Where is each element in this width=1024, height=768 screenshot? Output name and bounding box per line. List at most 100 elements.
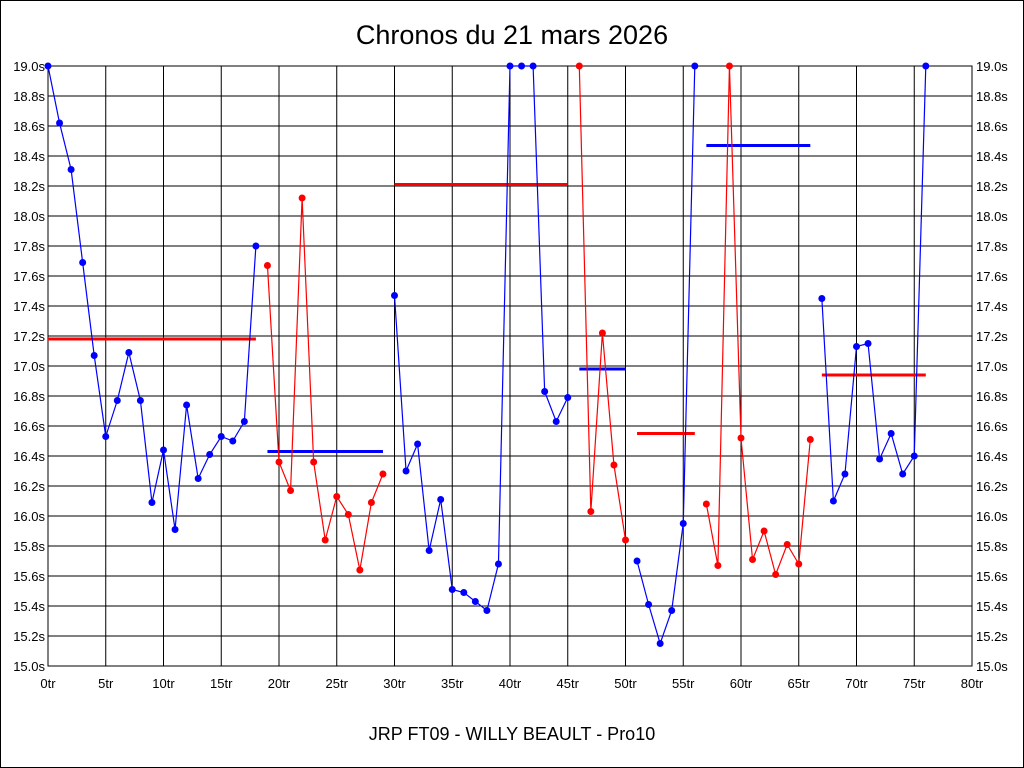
data-point — [263, 262, 271, 269]
data-point — [714, 562, 722, 569]
y-tick-label-right: 16.4s — [976, 449, 1008, 464]
data-point — [494, 560, 502, 568]
data-point — [448, 586, 456, 593]
y-tick-label-right: 19.0s — [976, 59, 1008, 74]
x-tick-label: 10tr — [152, 676, 175, 691]
y-tick-label-left: 18.0s — [13, 209, 45, 224]
data-point — [841, 470, 849, 478]
data-point — [321, 536, 329, 544]
data-point — [471, 598, 479, 605]
y-tick-label-right: 18.0s — [976, 209, 1008, 224]
data-point — [668, 607, 676, 614]
y-tick-label-left: 16.4s — [13, 449, 45, 464]
data-point — [79, 259, 87, 266]
data-point — [367, 499, 375, 506]
data-point — [702, 500, 710, 508]
data-point — [691, 62, 699, 70]
series-line-session-3 — [393, 65, 569, 612]
y-tick-label-right: 16.8s — [976, 389, 1008, 404]
data-point — [356, 566, 364, 574]
x-tick-label: 5tr — [98, 676, 114, 691]
x-tick-label: 0tr — [40, 676, 56, 691]
data-point — [899, 470, 907, 478]
data-point — [310, 458, 318, 466]
data-point — [749, 556, 757, 563]
data-point — [806, 436, 814, 443]
data-point — [725, 62, 733, 70]
y-tick-label-right: 17.2s — [976, 329, 1008, 344]
x-tick-label: 30tr — [383, 676, 406, 691]
y-tick-label-right: 16.0s — [976, 509, 1008, 524]
data-point — [529, 62, 537, 70]
y-tick-label-left: 16.8s — [13, 389, 45, 404]
y-tick-label-left: 17.0s — [13, 359, 45, 374]
y-tick-label-right: 16.2s — [976, 479, 1008, 494]
data-point — [344, 511, 352, 518]
y-tick-label-right: 18.4s — [976, 149, 1008, 164]
data-point — [610, 461, 618, 469]
data-point — [876, 455, 884, 463]
y-tick-label-left: 16.6s — [13, 419, 45, 434]
y-tick-label-left: 16.0s — [13, 509, 45, 524]
data-point — [240, 418, 248, 425]
data-point — [460, 589, 468, 596]
data-point — [67, 166, 75, 173]
y-tick-label-left: 15.4s — [13, 599, 45, 614]
data-point — [887, 430, 895, 437]
chart-title: Chronos du 21 mars 2026 — [356, 20, 668, 50]
y-tick-label-left: 18.6s — [13, 119, 45, 134]
data-point — [287, 487, 295, 494]
series-line-session-6 — [705, 65, 811, 577]
y-tick-label-left: 15.2s — [13, 629, 45, 644]
data-point — [483, 607, 491, 614]
data-point — [818, 295, 826, 302]
y-tick-label-right: 17.6s — [976, 269, 1008, 284]
data-point — [437, 496, 445, 503]
y-tick-label-right: 17.0s — [976, 359, 1008, 374]
y-tick-label-left: 17.4s — [13, 299, 45, 314]
y-tick-label-left: 18.4s — [13, 149, 45, 164]
x-tick-label: 25tr — [326, 676, 349, 691]
x-tick-label: 35tr — [441, 676, 464, 691]
data-point — [910, 452, 918, 460]
data-point — [679, 520, 687, 527]
data-point — [506, 62, 514, 70]
y-tick-label-right: 17.4s — [976, 299, 1008, 314]
data-point — [160, 446, 167, 454]
data-point — [136, 397, 144, 404]
y-tick-label-left: 15.8s — [13, 539, 45, 554]
data-point — [645, 601, 653, 608]
y-tick-label-right: 18.2s — [976, 179, 1008, 194]
data-point — [633, 557, 641, 565]
data-point — [229, 437, 237, 445]
x-tick-label: 70tr — [845, 676, 868, 691]
data-point — [298, 194, 306, 202]
data-point — [541, 388, 549, 395]
data-point — [391, 292, 398, 299]
data-point — [90, 352, 98, 359]
data-point — [113, 397, 121, 404]
data-point — [737, 434, 745, 442]
data-point — [564, 394, 572, 401]
x-tick-label: 45tr — [557, 676, 580, 691]
y-tick-label-left: 17.6s — [13, 269, 45, 284]
y-tick-label-left: 17.2s — [13, 329, 45, 344]
y-tick-label-left: 18.8s — [13, 89, 45, 104]
data-point — [795, 560, 803, 568]
data-point — [425, 547, 433, 554]
y-tick-label-left: 15.6s — [13, 569, 45, 584]
data-point — [125, 349, 133, 356]
x-tick-label: 15tr — [210, 676, 233, 691]
data-point — [552, 418, 560, 425]
y-tick-label-right: 15.0s — [976, 659, 1008, 674]
data-point — [206, 451, 214, 458]
data-point — [414, 440, 422, 448]
x-tick-label: 80tr — [961, 676, 984, 691]
data-point — [772, 571, 780, 578]
y-tick-label-right: 16.6s — [976, 419, 1008, 434]
data-point — [148, 499, 156, 506]
data-point — [829, 497, 837, 505]
data-point — [922, 62, 930, 70]
